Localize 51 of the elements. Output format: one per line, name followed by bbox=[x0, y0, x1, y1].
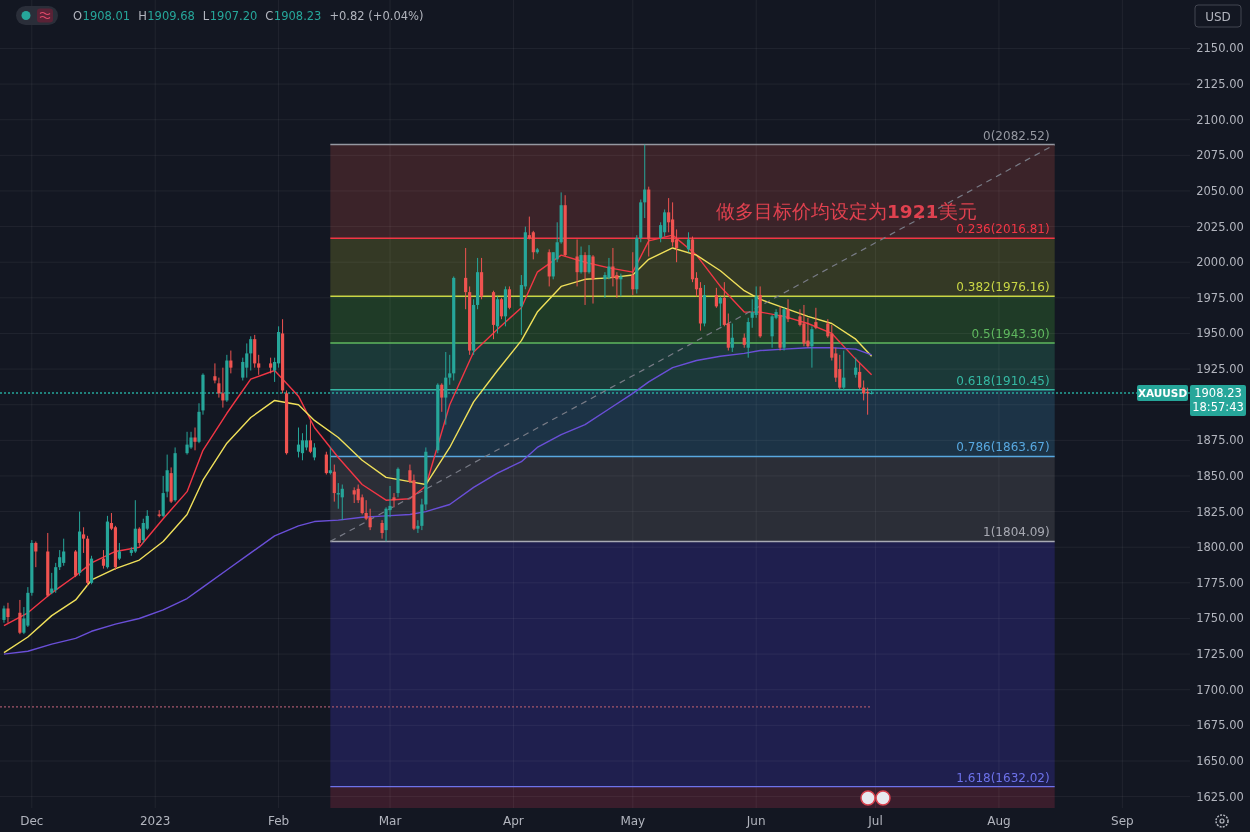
y-tick-label: 1950.00 bbox=[1196, 326, 1244, 341]
x-tick-label: Feb bbox=[267, 814, 290, 828]
y-tick-label: 2125.00 bbox=[1196, 77, 1244, 92]
y-tick-label: 2075.00 bbox=[1196, 148, 1244, 163]
y-tick-label: 1875.00 bbox=[1196, 433, 1244, 448]
x-tick-label: Jun bbox=[745, 814, 766, 828]
x-tick-label: Jul bbox=[867, 814, 883, 828]
y-tick-label: 1675.00 bbox=[1196, 718, 1244, 733]
annotation: 1908.01 bbox=[82, 9, 131, 23]
annotation: H bbox=[138, 9, 147, 23]
annotation: 1.618(1632.02) bbox=[956, 770, 1050, 785]
annotation: 1909.68 bbox=[147, 9, 195, 23]
y-tick-label: 2050.00 bbox=[1196, 183, 1244, 198]
annotation: 1908.23 bbox=[273, 9, 322, 23]
y-tick-label: 2000.00 bbox=[1196, 255, 1244, 270]
y-tick-label: 1725.00 bbox=[1196, 647, 1244, 662]
y-tick-label: 2150.00 bbox=[1196, 41, 1244, 56]
y-tick-label: 1975.00 bbox=[1196, 290, 1244, 305]
annotation: +0.82 (+0.04%) bbox=[329, 9, 424, 23]
ref-line-label: 1(1804.09) bbox=[983, 525, 1050, 540]
x-tick-label: Mar bbox=[378, 814, 402, 828]
y-tick-label: 1750.00 bbox=[1196, 611, 1244, 626]
ref-line-label: 0.786(1863.67) bbox=[956, 440, 1050, 455]
ref-line-label: 0.618(1910.45) bbox=[956, 373, 1050, 388]
y-tick-label: 1650.00 bbox=[1196, 753, 1244, 768]
y-tick-label: 1775.00 bbox=[1196, 575, 1244, 590]
annotation: 1907.20 bbox=[209, 9, 258, 23]
y-tick-label: 1825.00 bbox=[1196, 504, 1244, 519]
x-tick-label: May bbox=[620, 814, 646, 828]
y-tick-label: 1625.00 bbox=[1196, 789, 1244, 804]
y-tick-label: 1800.00 bbox=[1196, 540, 1244, 555]
annotation: O bbox=[73, 9, 83, 23]
currency-button: USD bbox=[1194, 4, 1242, 28]
y-tick-label: 2025.00 bbox=[1196, 219, 1244, 234]
y-tick-label: 2100.00 bbox=[1196, 112, 1244, 127]
x-tick-label: Apr bbox=[503, 814, 524, 828]
ref-line-label: 0(2082.52) bbox=[983, 128, 1050, 143]
x-tick-label: Sep bbox=[1111, 814, 1134, 828]
x-tick-label: Aug bbox=[987, 814, 1011, 828]
annotation: 做多目标价均设定为1921美元 bbox=[716, 201, 977, 222]
ref-line-label: 0.5(1943.30) bbox=[971, 327, 1050, 341]
x-tick-label: Dec bbox=[20, 814, 44, 828]
y-tick-label: 1925.00 bbox=[1196, 362, 1244, 377]
annotation: L bbox=[202, 9, 210, 23]
y-tick-label: 1700.00 bbox=[1196, 682, 1244, 697]
y-tick-label: 1850.00 bbox=[1196, 468, 1244, 483]
x-tick-label: 2023 bbox=[139, 814, 171, 828]
ref-line-label: 0.382(1976.16) bbox=[956, 280, 1050, 295]
ref-line-label: XAUUSD bbox=[1137, 386, 1188, 399]
ref-line-label: 0.236(2016.81) bbox=[956, 222, 1050, 237]
annotation: C bbox=[265, 9, 274, 23]
